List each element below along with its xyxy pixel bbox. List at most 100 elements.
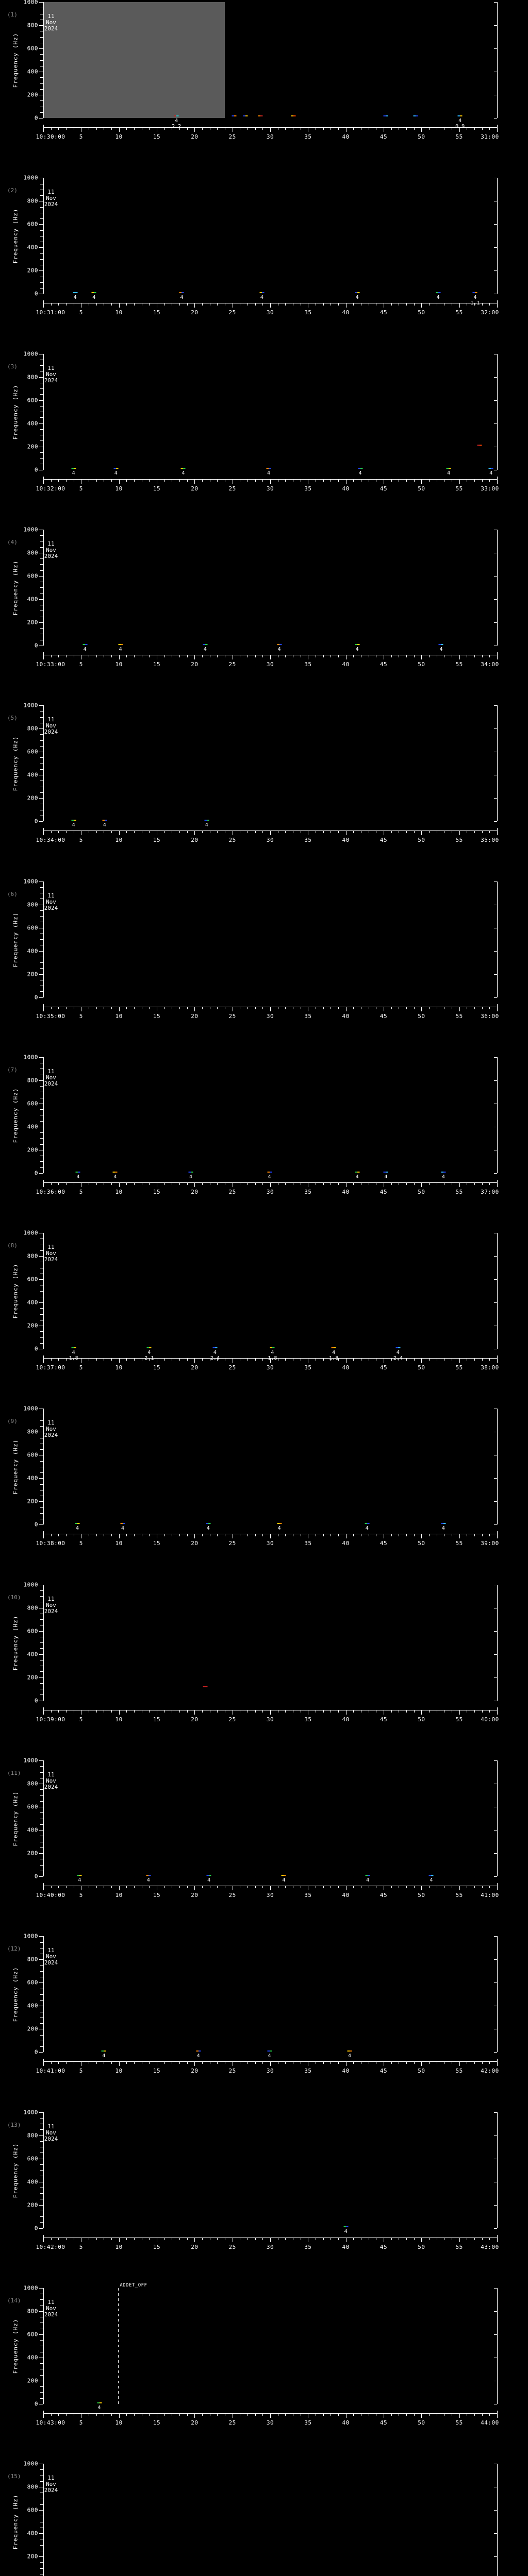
x-axis-tick-label: 55 [455,485,463,492]
x-axis-tick [414,1534,415,1537]
x-axis-tick-label: 30 [266,1364,274,1371]
x-axis-tick [111,2413,112,2416]
x-axis-tick-label: 30 [266,1188,274,1195]
detection-count: 4 [271,1349,274,1355]
x-axis-tick [51,1182,52,1185]
panel-index-label: (13) [7,2121,21,2128]
x-axis-tick [338,1358,339,1361]
y-axis-tick-label: 1000 [23,1405,38,1412]
x-axis-tick-label: 20 [191,2419,199,2426]
x-axis-tick [119,654,120,659]
spectrogram-panel: (6) 0 200 400 600 800 1000 Frequency (Hz) 10:35:… [0,878,528,1055]
x-axis-tick-label: 5 [79,2419,83,2426]
x-axis-tick [179,654,180,657]
y-axis-tick [39,575,43,577]
y-axis-tick-label: 1000 [23,2109,38,2116]
x-axis-tick [66,2061,67,2064]
spectrogram-plot-area [43,1760,497,1876]
y-axis-tick [39,622,43,623]
spectrogram-plot-area [43,1936,497,2053]
y-axis-tick-label: 800 [27,22,38,29]
right-axis [494,353,498,470]
x-axis-tick [126,1534,127,1537]
detection-count: 4 [441,1526,445,1532]
x-axis-tick [482,2237,483,2240]
x-axis-tick-label: 15 [153,1188,161,1195]
x-axis-tick [474,479,475,482]
x-axis-tick [323,2061,324,2064]
panel-index-label: (1) [7,11,18,18]
detection-count: 4 [97,2404,101,2411]
y-axis-tick-label: 800 [27,1252,38,1260]
x-axis-tick [43,1006,44,1011]
y-axis-tick-label: 0 [34,290,38,297]
right-axis-tick [494,2556,497,2557]
x-axis-tick [489,303,490,306]
x-axis-tick [353,1534,354,1537]
x-axis-date-stack: 11 Nov 2024 [35,1420,67,1438]
y-axis-tick-label: 400 [27,1123,38,1130]
x-axis-tick [353,2061,354,2064]
y-axis-tick [39,1631,43,1632]
right-axis-tick [494,400,497,401]
x-axis-tick [353,1709,354,1713]
y-axis-tick [40,2469,43,2470]
x-axis-tick [285,1709,286,1713]
x-axis-tick [323,1709,324,1713]
x-axis-tick-label: 30 [266,485,274,492]
detection-marker [355,1171,360,1173]
y-axis-tick [39,423,43,424]
x-axis-tick [482,1886,483,1888]
x-axis-tick [179,2061,180,2064]
right-axis-tick [494,798,497,799]
y-axis-tick-label: 200 [27,443,38,450]
y-axis-tick [40,547,43,548]
x-axis-tick-label: 25 [228,1364,236,1371]
x-axis-tick [58,127,59,130]
x-axis-end-label: 40:00 [481,1716,499,1723]
y-axis-tick [39,2205,43,2206]
y-axis-tick-label: 400 [27,771,38,778]
detection-count: 4 [72,822,75,828]
x-axis-tick [111,1709,112,1713]
y-axis [39,353,44,470]
y-axis-tick-label: 200 [27,2025,38,2032]
date-day: 11 [47,892,55,899]
y-axis-tick [40,207,43,208]
x-axis-tick [270,1534,271,1539]
y-axis-tick-label: 200 [27,2553,38,2560]
detection-marker [243,115,248,116]
y-axis-tick [40,757,43,758]
x-axis-tick-label: 20 [191,1540,199,1547]
x-axis-tick [43,654,44,659]
detection-count: 4 [196,2053,200,2059]
x-axis-tick [134,1886,135,1888]
x-axis-tick [43,1182,44,1187]
y-axis-tick [40,2164,43,2165]
x-axis-tick [255,127,256,130]
x-axis-tick [96,831,97,834]
x-axis-tick [270,831,271,836]
x-axis-tick [187,2237,188,2240]
x-axis-tick-label: 45 [380,1892,388,1899]
y-axis-tick [40,1942,43,1943]
x-axis-tick [489,1182,490,1185]
y-axis-title: Frequency (Hz) [12,1439,19,1495]
y-axis-tick [40,1648,43,1649]
x-axis-tick [51,127,52,130]
x-axis-end-cap-left [43,652,44,655]
x-axis-tick-label: 35 [304,485,312,492]
detection-marker [358,468,363,469]
x-axis-tick [51,479,52,482]
x-axis-tick [134,654,135,657]
y-axis-tick-label: 400 [27,947,38,954]
y-axis-tick [40,740,43,741]
x-axis-tick [338,303,339,306]
x-axis-end-cap-left [43,476,44,480]
y-axis-tick [40,440,43,442]
x-axis-tick [126,1709,127,1713]
detection-marker [206,1523,211,1524]
x-axis-tick [285,1886,286,1888]
x-axis-tick [96,2237,97,2240]
panel-index-label: (14) [7,2297,21,2304]
